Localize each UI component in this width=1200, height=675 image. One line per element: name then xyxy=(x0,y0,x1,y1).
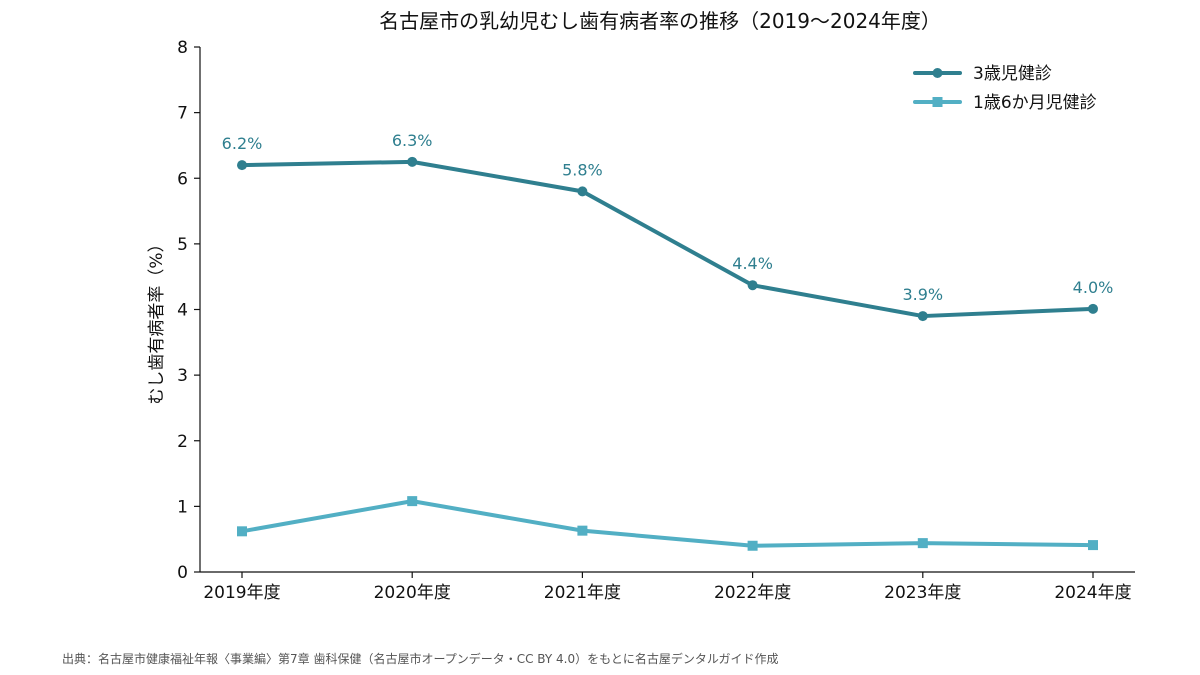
data-point-circle xyxy=(237,160,247,171)
data-label: 3.9% xyxy=(902,285,943,304)
y-tick-label: 2 xyxy=(177,432,188,452)
series-line-1 xyxy=(240,159,1095,319)
chart-title: 名古屋市の乳幼児むし歯有病者率の推移（2019〜2024年度） xyxy=(379,9,941,33)
data-point-circle xyxy=(747,280,758,291)
axes xyxy=(199,47,1135,573)
data-point-square xyxy=(407,496,418,507)
series-line-2 xyxy=(240,499,1095,548)
data-labels: 6.2% 6.3% 5.8% 4.4% 3.9% 4.0% xyxy=(222,131,1114,304)
data-label: 6.2% xyxy=(222,134,263,153)
x-tick-label: 2021年度 xyxy=(544,583,621,603)
x-tick-label: 2022年度 xyxy=(714,583,791,603)
data-point-square xyxy=(1088,540,1098,551)
data-point-square xyxy=(237,526,247,537)
series-layer xyxy=(237,156,1098,551)
x-tick-label: 2024年度 xyxy=(1054,583,1131,603)
data-point-circle xyxy=(1088,303,1098,314)
data-label: 6.3% xyxy=(392,131,433,150)
x-tick-label: 2020年度 xyxy=(374,583,451,603)
x-tick-label: 2023年度 xyxy=(884,583,961,603)
data-point-circle xyxy=(917,311,928,322)
legend-marker-square xyxy=(932,97,943,107)
data-point-circle xyxy=(407,156,418,167)
y-tick-label: 4 xyxy=(177,301,188,321)
y-tick-label: 8 xyxy=(177,38,188,58)
y-tick-label: 1 xyxy=(177,497,188,517)
legend-label: 1歳6か月児健診 xyxy=(973,93,1097,113)
source-note: 出典：名古屋市健康福祉年報〈事業編〉第7章 歯科保健（名古屋市オープンデータ・C… xyxy=(62,652,779,666)
data-label: 5.8% xyxy=(562,160,603,179)
data-point-circle xyxy=(577,186,588,197)
legend: 3歳児健診 1歳6か月児健診 xyxy=(913,64,1097,113)
data-label: 4.4% xyxy=(732,254,773,273)
legend-label: 3歳児健診 xyxy=(973,64,1052,84)
y-tick-label: 6 xyxy=(177,169,188,189)
y-tick-label: 3 xyxy=(177,366,188,386)
y-tick-label: 5 xyxy=(177,235,188,255)
y-tick-label: 0 xyxy=(177,563,188,583)
y-tick-label: 7 xyxy=(177,104,188,124)
data-point-square xyxy=(747,540,758,551)
y-ticks: 0 1 2 3 4 5 6 7 8 xyxy=(177,38,200,583)
x-tick-label: 2019年度 xyxy=(203,583,280,603)
y-axis-label: むし歯有病者率（%） xyxy=(147,235,167,404)
data-point-square xyxy=(917,538,928,549)
legend-marker-circle xyxy=(932,68,943,78)
data-point-square xyxy=(577,525,588,536)
data-label: 4.0% xyxy=(1073,278,1114,297)
x-ticks: 2019年度 2020年度 2021年度 2022年度 2023年度 2024年度 xyxy=(203,572,1132,603)
